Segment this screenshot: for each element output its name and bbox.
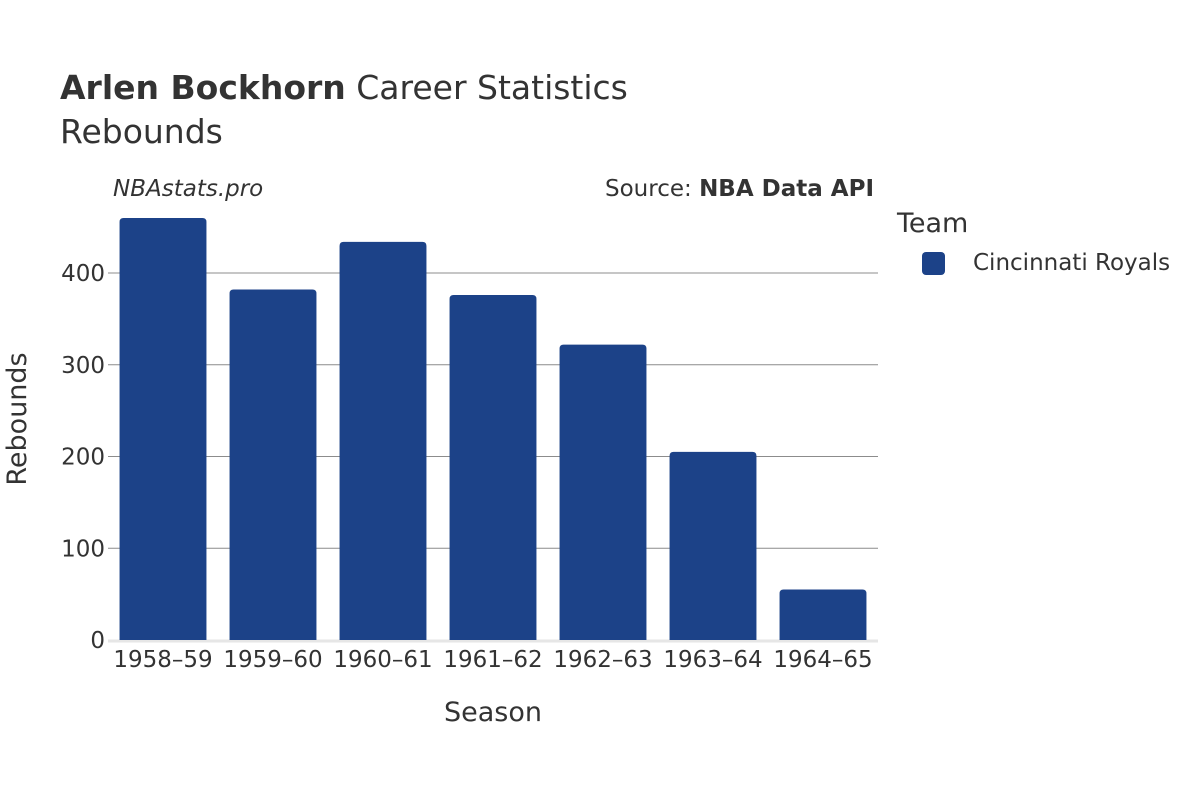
x-tick-label: 1963–64	[663, 647, 762, 673]
x-axis-title: Season	[444, 697, 542, 728]
x-tick-label: 1962–63	[553, 647, 652, 673]
x-tick-label: 1958–59	[113, 647, 212, 673]
legend-title: Team	[897, 208, 969, 239]
chart-title-rest: Career Statistics	[345, 68, 628, 107]
source-name: NBA Data API	[699, 176, 874, 202]
legend-swatch	[922, 251, 945, 275]
bar-1959–60[interactable]	[229, 289, 317, 640]
y-axis-ticks: 0 100 200 300 400	[61, 261, 105, 654]
x-tick-label: 1959–60	[223, 647, 322, 673]
chart-title: Arlen Bockhorn Career Statistics	[60, 66, 628, 110]
legend-item-cincinnati-royals[interactable]: Cincinnati Royals	[922, 250, 1170, 276]
chart-title-block: Arlen Bockhorn Career Statistics Rebound…	[60, 66, 628, 154]
x-tick-label: 1964–65	[773, 647, 872, 673]
y-tick-label: 200	[61, 445, 105, 471]
y-axis-title: Rebounds	[2, 352, 33, 485]
y-tick-label: 100	[61, 536, 105, 562]
watermark: NBAstats.pro	[113, 176, 264, 202]
x-axis-ticks: 1958–59 1959–60 1960–61 1961–62 1962–63 1963–…	[113, 647, 872, 673]
bar-1961–62[interactable]	[449, 295, 537, 640]
legend-label: Cincinnati Royals	[973, 250, 1171, 276]
source-prefix: Source:	[605, 176, 700, 202]
bars	[119, 218, 867, 640]
y-tick-label: 400	[61, 261, 105, 287]
y-tick-label: 0	[90, 628, 105, 654]
bar-1964–65[interactable]	[779, 589, 867, 640]
chart-title-player: Arlen Bockhorn	[60, 68, 346, 107]
bar-1960–61[interactable]	[339, 241, 427, 640]
bar-1962–63[interactable]	[559, 344, 647, 640]
chart-subtitle: Rebounds	[60, 112, 223, 151]
y-tick-label: 300	[61, 353, 105, 379]
bar-1958–59[interactable]	[119, 218, 207, 640]
x-tick-label: 1961–62	[443, 647, 542, 673]
source-credit: Source: NBA Data API	[605, 176, 874, 202]
bar-1963–64[interactable]	[669, 451, 757, 640]
x-tick-label: 1960–61	[333, 647, 432, 673]
